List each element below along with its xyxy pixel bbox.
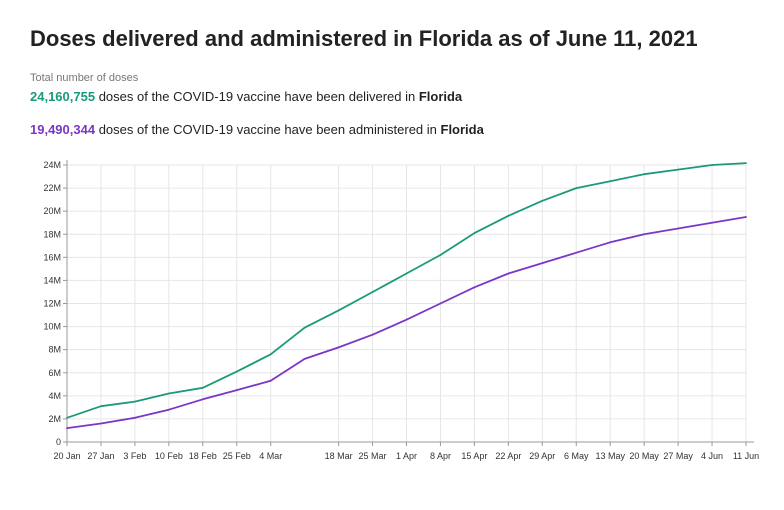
x-tick-label: 27 May <box>663 451 693 461</box>
series-layer <box>66 162 747 430</box>
administered-data-point <box>473 286 476 289</box>
delivered-data-point <box>473 232 476 234</box>
y-tick-label: 18M <box>43 229 61 239</box>
delivered-data-point <box>100 405 102 408</box>
administered-data-point <box>745 216 747 218</box>
delivered-data-point <box>745 162 747 165</box>
chart-subtitle: Total number of doses <box>30 72 139 84</box>
y-tick-label: 12M <box>43 299 61 309</box>
administered-data-point <box>235 389 238 391</box>
administered-data-point <box>337 346 340 349</box>
y-tick-label: 20M <box>43 206 61 216</box>
y-tick-label: 24M <box>43 160 61 170</box>
x-tick-label: 4 Mar <box>259 451 282 461</box>
x-tick-label: 4 Jun <box>701 451 723 461</box>
y-tick-label: 4M <box>48 391 61 401</box>
x-tick-label: 3 Feb <box>123 451 146 461</box>
delivered-data-point <box>303 326 306 329</box>
delivered-data-point <box>66 416 68 419</box>
delivered-count: 24,160,755 <box>30 89 96 104</box>
x-tick-label: 13 May <box>595 451 625 461</box>
y-tick-label: 22M <box>43 183 61 193</box>
administered-stat: 19,490,344 doses of the COVID-19 vaccine… <box>30 122 484 137</box>
x-tick-label: 1 Apr <box>396 451 417 461</box>
delivered-data-point <box>371 291 374 293</box>
administered-data-point <box>100 422 102 425</box>
administered-place: Florida <box>440 122 484 137</box>
delivered-data-point <box>643 173 646 176</box>
y-tick-label: 0 <box>56 437 61 447</box>
administered-data-point <box>677 227 679 230</box>
delivered-data-point <box>201 386 204 389</box>
administered-data-point <box>269 379 272 382</box>
delivered-data-point <box>575 187 578 189</box>
administered-data-point <box>541 262 544 265</box>
administered-data-point <box>643 233 646 236</box>
administered-count: 19,490,344 <box>30 122 96 137</box>
administered-data-point <box>507 272 510 275</box>
administered-data-point <box>371 333 374 336</box>
delivered-data-point <box>507 214 510 217</box>
administered-data-point <box>405 318 408 321</box>
delivered-data-point <box>711 164 713 166</box>
x-tick-label: 29 Apr <box>529 451 555 461</box>
x-tick-label: 15 Apr <box>461 451 487 461</box>
administered-text: doses of the COVID-19 vaccine have been … <box>95 122 441 137</box>
y-tick-label: 14M <box>43 275 61 285</box>
axis-layer: 0 2M 4M 6M 8M 10M 12M 14M 16M 18M 20M 22M 24M 20 Jan 2… <box>43 160 759 461</box>
administered-data-point <box>167 408 170 411</box>
x-tick-label: 27 Jan <box>87 451 114 461</box>
y-tick-label: 10M <box>43 322 61 332</box>
administered-data-point <box>134 416 136 419</box>
y-tick-label: 2M <box>48 414 61 424</box>
x-tick-label: 18 Feb <box>189 451 217 461</box>
delivered-data-point <box>167 392 170 395</box>
doses-line-chart: 0 2M 4M 6M 8M 10M 12M 14M 16M 18M 20M 22M 24M 20 Jan 2… <box>43 160 759 461</box>
administered-data-point <box>66 427 68 430</box>
x-tick-label: 20 May <box>629 451 659 461</box>
delivered-data-point <box>134 400 136 403</box>
x-tick-label: 11 Jun <box>733 451 759 461</box>
x-tick-label: 18 Mar <box>325 451 353 461</box>
y-tick-label: 16M <box>43 252 61 262</box>
administered-data-point <box>711 221 713 224</box>
x-tick-label: 25 Mar <box>359 451 387 461</box>
administered-data-point <box>303 358 306 360</box>
delivered-data-point <box>235 370 238 373</box>
x-tick-label: 10 Feb <box>155 451 183 461</box>
delivered-data-point <box>269 353 272 356</box>
delivered-data-point <box>439 254 442 256</box>
x-tick-label: 6 May <box>564 451 589 461</box>
page-title: Doses delivered and administered in Flor… <box>30 26 698 51</box>
delivered-data-point <box>337 309 340 312</box>
y-tick-label: 8M <box>48 345 61 355</box>
administered-data-point <box>609 241 612 244</box>
grid-layer <box>66 164 747 443</box>
administered-data-point <box>575 251 578 254</box>
delivered-data-point <box>405 272 408 275</box>
y-tick-label: 6M <box>48 368 61 378</box>
delivered-place: Florida <box>418 89 463 104</box>
delivered-stat: 24,160,755 doses of the COVID-19 vaccine… <box>30 89 462 104</box>
x-tick-label: 22 Apr <box>495 451 521 461</box>
administered-data-point <box>201 398 204 401</box>
x-tick-label: 25 Feb <box>223 451 251 461</box>
delivered-data-point <box>677 168 679 171</box>
delivered-data-point <box>609 180 612 183</box>
x-tick-label: 8 Apr <box>430 451 451 461</box>
administered-data-point <box>439 302 442 305</box>
delivered-data-point <box>541 199 544 202</box>
x-tick-label: 20 Jan <box>53 451 80 461</box>
delivered-text: doses of the COVID-19 vaccine have been … <box>95 89 419 104</box>
